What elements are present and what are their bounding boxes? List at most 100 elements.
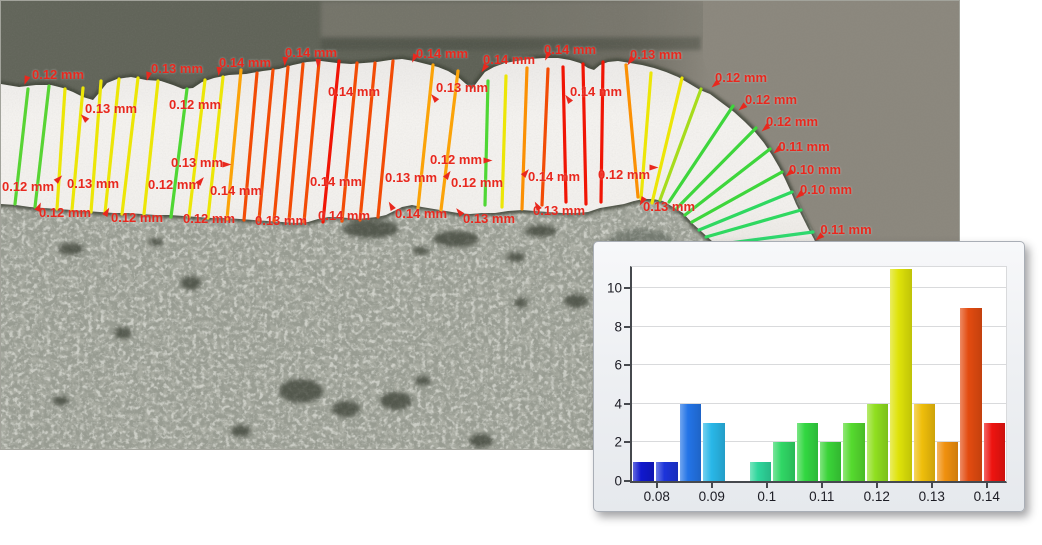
y-tick-mark	[624, 480, 631, 482]
y-tick-mark	[624, 441, 631, 444]
measurement-label: 0.12 mm	[147, 177, 201, 193]
measurement-arrow-icon	[314, 58, 322, 69]
histogram-bin	[842, 267, 865, 481]
measurement-line	[483, 79, 490, 207]
y-tick-label: 6	[614, 357, 622, 373]
measurement-label: 0.11 mm	[820, 222, 872, 238]
measurement-label: 0.10 mm	[799, 182, 853, 198]
gridline	[632, 325, 1006, 327]
y-tick-mark	[624, 402, 631, 405]
histogram-bin	[866, 267, 889, 481]
measurement-line	[690, 170, 784, 224]
measurement-line	[650, 76, 684, 205]
histogram-bar	[749, 461, 772, 481]
measurement-label: 0.14 mm	[309, 174, 363, 190]
histogram-bar	[890, 268, 912, 481]
measurement-line	[206, 75, 225, 220]
measurement-arrow-icon	[624, 56, 636, 67]
measurement-label: 0.14 mm	[317, 208, 371, 224]
x-tick-label: 0.13	[918, 489, 945, 504]
histogram-bar	[633, 461, 655, 481]
measurement-line	[321, 59, 341, 224]
y-tick-mark	[624, 325, 631, 328]
histogram-bin	[936, 267, 959, 481]
histogram-bin	[983, 267, 1006, 481]
gridline	[632, 441, 1006, 443]
measurement-label: 0.13 mm	[66, 176, 120, 192]
gridline	[632, 287, 1006, 289]
measurement-line	[302, 60, 321, 224]
histogram-plot	[630, 266, 1007, 483]
histogram-bar	[866, 403, 889, 481]
x-tick-label: 0.12	[863, 489, 890, 504]
measurement-label: 0.14 mm	[569, 84, 623, 100]
measurement-line	[697, 190, 794, 232]
measurement-labels-layer: 0.12 mm 0.13 mm 0.14 mm 0.14 mm 0.14 mm 0.14 …	[1, 1, 959, 449]
measurement-label: 0.13 mm	[532, 203, 586, 219]
measurement-arrow-icon	[649, 164, 659, 171]
histogram-bin	[702, 267, 725, 481]
measurement-arrow-icon	[409, 53, 419, 64]
measurement-label: 0.12 mm	[110, 210, 164, 226]
gridline-layer	[632, 267, 1006, 481]
measurement-line	[287, 62, 305, 223]
measurement-label: 0.13 mm	[254, 213, 308, 229]
y-tick-label: 8	[614, 319, 622, 335]
histogram-bin	[749, 267, 772, 481]
measurement-label: 0.14 mm	[527, 169, 581, 185]
measurement-label: 0.12 mm	[182, 211, 236, 227]
measurement-label: 0.12 mm	[597, 167, 651, 183]
measurement-label: 0.14 mm	[284, 45, 338, 61]
histogram-bar	[703, 423, 725, 481]
histogram-bar	[936, 442, 959, 481]
y-tick-label: 10	[606, 280, 622, 296]
measurement-line	[272, 65, 290, 223]
measurement-line	[581, 62, 588, 206]
x-tick-label: 0.11	[809, 489, 835, 504]
histogram-bar	[773, 442, 795, 481]
measurement-line	[225, 68, 243, 221]
measurement-arrow-icon	[215, 66, 223, 77]
measurement-line	[683, 147, 772, 217]
x-tick-label: 0.08	[643, 489, 670, 504]
measurement-arrow-icon	[222, 161, 232, 168]
measurement-line	[599, 60, 605, 204]
measurement-line	[70, 86, 85, 212]
x-tick-mark	[765, 483, 768, 488]
histogram-bin	[959, 267, 982, 481]
measurement-line	[13, 87, 30, 206]
x-tick-mark	[710, 483, 713, 488]
measurement-line	[103, 77, 121, 215]
histogram-bin	[726, 267, 749, 481]
measurement-label: 0.14 mm	[209, 183, 263, 199]
histogram-bar	[983, 423, 1005, 481]
gridline	[632, 364, 1006, 366]
y-tick-label: 0	[614, 473, 622, 489]
histogram-bar	[913, 403, 935, 481]
measurement-line	[667, 104, 735, 204]
measurement-label: 0.14 mm	[394, 206, 448, 222]
histogram-bin	[679, 267, 702, 481]
measurement-label: 0.13 mm	[170, 155, 224, 171]
measurement-label: 0.14 mm	[218, 55, 272, 71]
histogram-panel: 0 2 4 6 8 10 0.08 0.09 0.1 0.11 0.12 0.13 0.14	[593, 241, 1025, 512]
measurement-label: 0.13 mm	[84, 101, 138, 117]
measurement-label: 0.11 mm	[778, 139, 830, 155]
histogram-bin	[819, 267, 842, 481]
measurement-line	[675, 126, 758, 210]
x-tick-label: 0.09	[698, 489, 725, 504]
measurement-label: 0.13 mm	[462, 211, 516, 227]
measurement-label: 0.14 mm	[543, 42, 597, 58]
x-tick-mark	[655, 483, 658, 488]
measurement-line	[120, 76, 140, 216]
measurement-label: 0.12 mm	[168, 97, 222, 113]
measurement-line	[187, 78, 207, 219]
y-tick-label: 2	[614, 434, 622, 450]
measurement-line	[704, 208, 803, 239]
measurement-label: 0.12 mm	[38, 205, 92, 221]
measurement-label: 0.13 mm	[435, 80, 489, 96]
measurement-label: 0.13 mm	[629, 47, 683, 63]
x-tick-label: 0.14	[973, 489, 1000, 504]
measurement-line	[416, 63, 435, 210]
measurement-line	[142, 79, 160, 216]
